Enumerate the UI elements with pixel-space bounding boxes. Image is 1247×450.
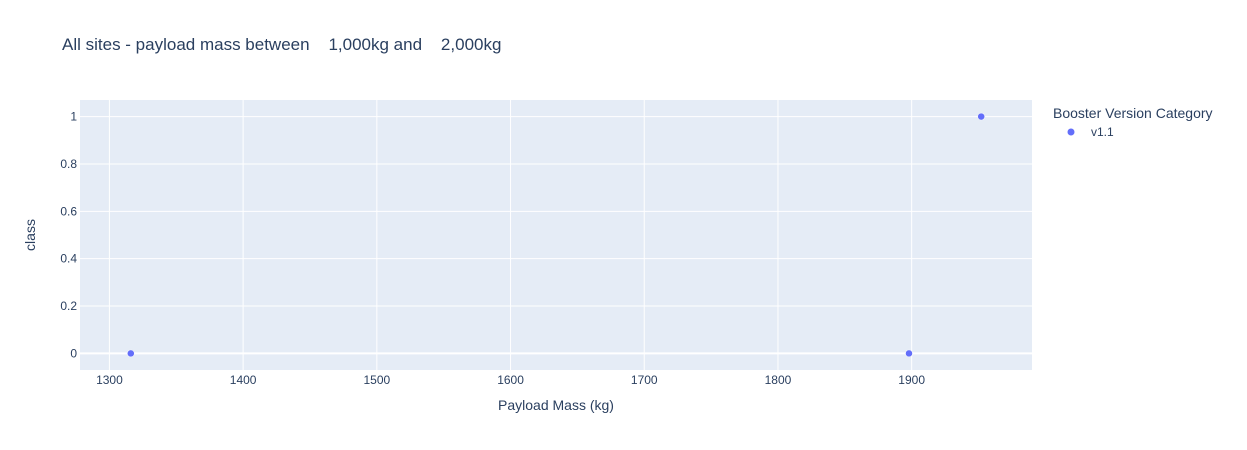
- legend[interactable]: Booster Version Category v1.1: [1053, 105, 1213, 139]
- y-tick-label: 0: [70, 346, 77, 360]
- x-axis-title: Payload Mass (kg): [498, 397, 614, 413]
- legend-title: Booster Version Category: [1053, 105, 1213, 121]
- y-axis-ticks: 0 0.2 0.4 0.6 0.8 1: [60, 110, 77, 361]
- x-tick-label: 1900: [898, 373, 925, 387]
- data-points: [127, 112, 985, 358]
- y-tick-label: 1: [70, 110, 77, 124]
- x-tick-label: 1700: [631, 373, 658, 387]
- y-tick-label: 0.8: [60, 157, 77, 171]
- legend-marker: [1067, 128, 1075, 136]
- data-point[interactable]: [127, 349, 135, 358]
- data-point[interactable]: [905, 349, 913, 358]
- x-tick-label: 1400: [230, 373, 257, 387]
- y-tick-label: 0.4: [60, 252, 77, 266]
- x-axis-ticks: 1300 1400 1500 1600 1700 1800 1900: [96, 373, 925, 387]
- legend-item-label: v1.1: [1091, 125, 1114, 139]
- y-tick-label: 0.6: [60, 204, 77, 218]
- x-tick-label: 1600: [497, 373, 524, 387]
- x-tick-label: 1500: [363, 373, 390, 387]
- y-axis-title: class: [22, 219, 38, 251]
- data-point[interactable]: [977, 112, 985, 121]
- chart-title: All sites - payload mass between 1,000kg…: [62, 35, 501, 54]
- grid: [80, 100, 1032, 370]
- x-tick-label: 1300: [96, 373, 123, 387]
- plot-area: [80, 100, 1032, 370]
- x-tick-label: 1800: [765, 373, 792, 387]
- legend-item[interactable]: v1.1: [1067, 125, 1115, 139]
- y-tick-label: 0.2: [60, 299, 77, 313]
